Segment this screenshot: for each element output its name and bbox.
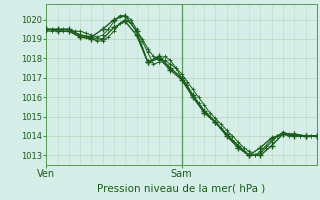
X-axis label: Pression niveau de la mer( hPa ): Pression niveau de la mer( hPa ) [98, 183, 266, 193]
